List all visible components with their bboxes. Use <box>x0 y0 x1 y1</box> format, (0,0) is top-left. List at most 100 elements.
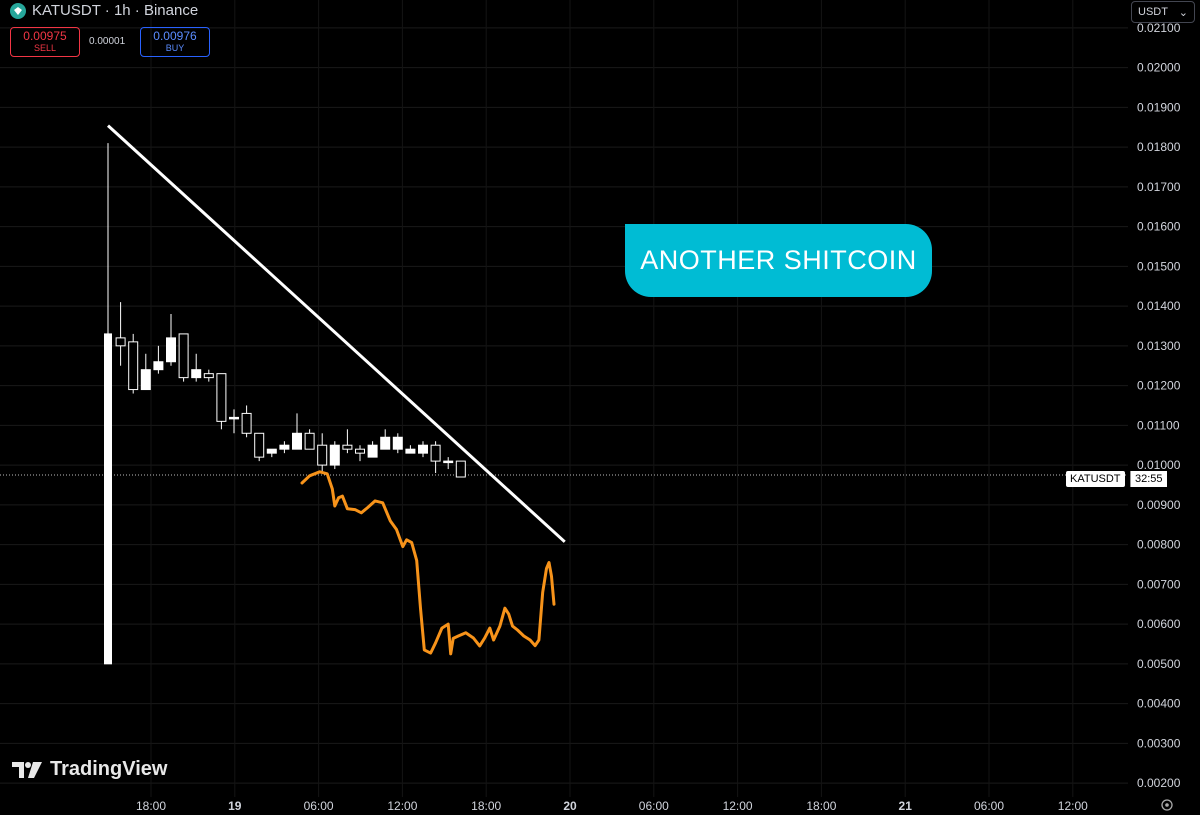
candle <box>279 441 290 454</box>
candle <box>216 373 227 430</box>
chevron-down-icon: ⌄ <box>1178 6 1188 19</box>
buy-price: 0.00976 <box>153 29 197 43</box>
candle-body <box>367 444 378 458</box>
candle <box>304 429 315 450</box>
sell-label: SELL <box>33 43 57 53</box>
tradingview-logo[interactable]: TradingView <box>12 758 167 781</box>
candle <box>380 429 391 450</box>
y-tick-label: 0.01700 <box>1137 180 1181 194</box>
candles <box>104 143 466 665</box>
x-tick-label: 12:00 <box>1058 799 1088 813</box>
x-tick-label: 06:00 <box>304 799 334 813</box>
candle-body <box>128 341 139 391</box>
y-tick-label: 0.02000 <box>1137 61 1181 75</box>
x-axis: 18:00 19 06:00 12:00 18:00 20 06:00 12:00 18:00 2… <box>136 799 1088 813</box>
y-tick-label: 0.00300 <box>1137 736 1181 750</box>
candle-body <box>241 412 252 434</box>
candle <box>115 302 126 366</box>
buy-button[interactable]: 0.00976 BUY <box>140 27 210 57</box>
y-tick-label: 0.00900 <box>1137 498 1181 512</box>
settings-icon[interactable] <box>1161 799 1173 811</box>
spread-value: 0.00001 <box>89 36 126 47</box>
candle <box>317 433 328 474</box>
candle-body <box>430 444 441 462</box>
candle <box>405 445 416 454</box>
candle-body <box>254 432 265 458</box>
y-axis: 0.00200 0.00300 0.00400 0.00500 0.00600 0.007… <box>1137 21 1181 790</box>
candle-body <box>329 444 340 466</box>
sell-price: 0.00975 <box>23 29 67 43</box>
annotation-text: ANOTHER SHITCOIN <box>640 245 917 275</box>
currency-value: USDT <box>1138 6 1168 18</box>
candle-body <box>443 460 454 464</box>
y-tick-label: 0.00500 <box>1137 657 1181 671</box>
y-tick-label: 0.00400 <box>1137 697 1181 711</box>
tradingview-icon <box>12 761 42 778</box>
symbol-title[interactable]: KATUSDT · 1h · Binance <box>32 2 199 19</box>
candle <box>178 333 189 382</box>
candle <box>392 433 403 454</box>
candle <box>342 429 353 454</box>
candle <box>128 333 139 394</box>
candle <box>153 345 164 374</box>
candle <box>254 432 265 462</box>
candle <box>203 369 214 382</box>
candle-body <box>191 369 202 379</box>
grid-lines <box>0 0 1128 797</box>
annotation-callout: ANOTHER SHITCOIN <box>625 224 932 297</box>
candle-body <box>266 448 277 454</box>
candle <box>329 441 340 470</box>
token-logo-icon <box>10 2 26 19</box>
candle-body <box>418 444 428 454</box>
x-tick-label: 06:00 <box>974 799 1004 813</box>
y-tick-label: 0.01800 <box>1137 140 1181 154</box>
candle-body <box>153 361 164 371</box>
candle-body <box>115 337 126 347</box>
candle-body <box>355 448 365 454</box>
price-tag-symbol: KATUSDT <box>1066 471 1125 487</box>
currency-select[interactable]: USDT ⌄ <box>1131 1 1195 23</box>
candle <box>418 441 428 458</box>
y-tick-label: 0.02100 <box>1137 21 1181 35</box>
candle-body <box>216 373 227 422</box>
x-tick-label: 06:00 <box>639 799 669 813</box>
candle <box>266 448 277 458</box>
brand-name: TradingView <box>50 758 168 780</box>
x-tick-label: 12:00 <box>723 799 753 813</box>
x-tick-label: 12:00 <box>387 799 417 813</box>
x-tick-label: 18:00 <box>471 799 501 813</box>
price-tag-countdown: 32:55 <box>1130 471 1167 487</box>
y-tick-label: 0.01400 <box>1137 299 1181 313</box>
candle-body <box>405 448 416 454</box>
x-tick-label: 21 <box>899 799 913 813</box>
sell-button[interactable]: 0.00975 SELL <box>10 27 80 57</box>
candle <box>140 353 151 391</box>
y-tick-label: 0.01600 <box>1137 220 1181 234</box>
x-tick-label: 19 <box>228 799 242 813</box>
candle <box>355 445 365 462</box>
projection-path <box>300 470 556 656</box>
candle-body <box>178 333 189 379</box>
chart-header: KATUSDT · 1h · Binance <box>10 2 198 19</box>
candle-body <box>392 436 403 450</box>
candle-body <box>292 432 302 450</box>
candle <box>367 441 378 458</box>
x-tick-label: 20 <box>563 799 577 813</box>
candle-body <box>455 460 466 478</box>
candle <box>191 353 202 382</box>
candle-body <box>229 416 239 420</box>
candle-body <box>342 444 353 450</box>
y-tick-label: 0.01200 <box>1137 379 1181 393</box>
candle <box>292 413 302 450</box>
y-tick-label: 0.01300 <box>1137 339 1181 353</box>
candle <box>166 314 176 366</box>
y-tick-label: 0.00800 <box>1137 538 1181 552</box>
trendline <box>106 124 566 543</box>
candle-body <box>304 432 315 450</box>
y-tick-label: 0.00600 <box>1137 617 1181 631</box>
y-tick-label: 0.01900 <box>1137 100 1181 114</box>
candle-body <box>166 337 176 363</box>
candle-body <box>279 444 290 450</box>
candle-body <box>380 436 391 450</box>
